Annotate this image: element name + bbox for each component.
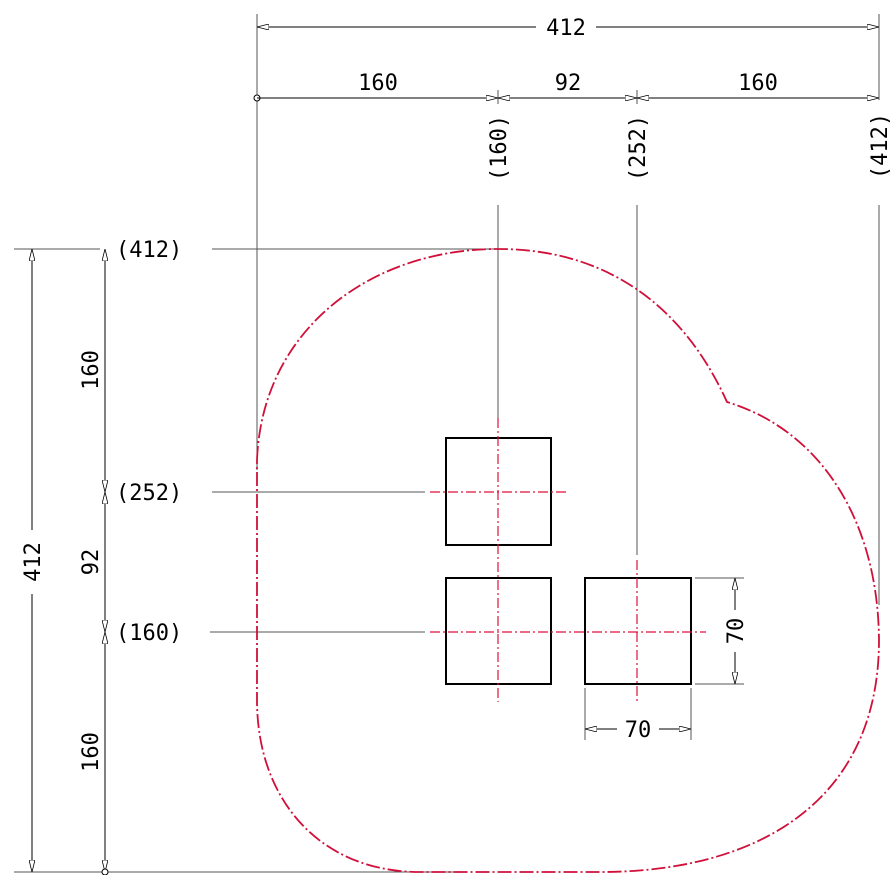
- dimension-text-left-lower: 160: [79, 732, 104, 772]
- dimension-text-left-middle: 92: [79, 549, 104, 576]
- reference-label-160-top: (160): [487, 115, 512, 181]
- reference-label-252-top: (252): [626, 115, 651, 181]
- square-bottom-right: [584, 577, 692, 685]
- reference-label-412-left: (412): [116, 238, 182, 263]
- dimension-text-left-overall: 412: [21, 542, 46, 582]
- dimension-text-top-middle: 92: [555, 71, 582, 96]
- reference-label-412-top: (412): [868, 113, 893, 179]
- origin-dot-bottom: [101, 868, 109, 875]
- reference-label-160-left: (160): [116, 621, 182, 646]
- dimension-text-left-upper: 160: [79, 350, 104, 390]
- dimension-text-top-right: 160: [738, 71, 778, 96]
- outline-boundary: [256, 248, 880, 873]
- dimension-text-square-height: 70: [724, 618, 749, 645]
- dimension-text-top-overall: 412: [546, 16, 586, 41]
- reference-label-252-left: (252): [116, 481, 182, 506]
- dimension-text-square-width: 70: [625, 718, 652, 743]
- dimension-text-top-left: 160: [358, 71, 398, 96]
